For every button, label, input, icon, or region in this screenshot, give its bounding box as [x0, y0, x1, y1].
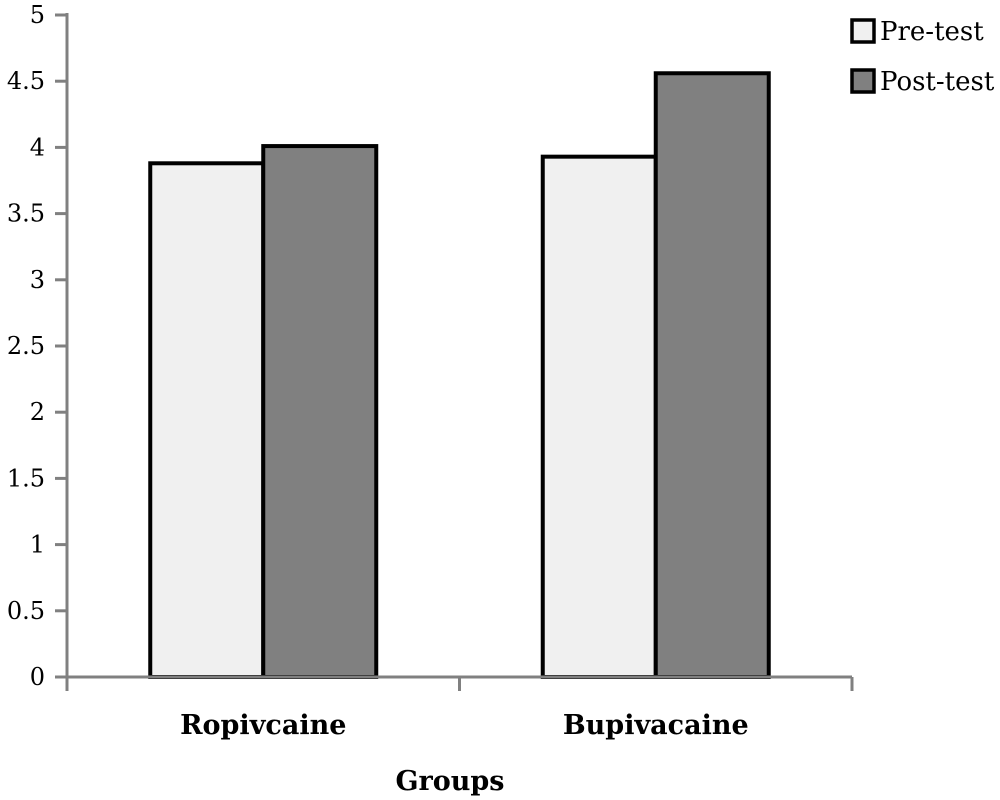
x-tick-label: Bupivacaine	[563, 710, 749, 741]
legend-swatch	[850, 18, 876, 44]
bar-pre-test-bupivacaine	[540, 154, 658, 679]
bar-post-test-ropivcaine	[261, 144, 379, 680]
y-tick-label: 1.5	[7, 464, 45, 492]
y-tick-label: 3.5	[7, 200, 45, 228]
legend-label: Pre-test	[880, 17, 984, 47]
y-tick-label: 3	[30, 266, 45, 294]
bars-layer	[148, 71, 771, 680]
x-tick-label: Ropivcaine	[180, 710, 346, 741]
axes-layer	[55, 13, 854, 691]
y-tick-label: 0.5	[7, 597, 45, 625]
y-tick-label: 4.5	[7, 67, 45, 95]
x-axis-title: Groups	[395, 766, 504, 797]
y-tick-label: 5	[30, 1, 45, 29]
y-tick-label: 0	[30, 663, 45, 691]
bar-pre-test-ropivcaine	[148, 161, 266, 679]
y-tick-label: 4	[30, 133, 45, 161]
y-tick-label: 1	[30, 531, 45, 559]
bar-post-test-bupivacaine	[653, 71, 771, 680]
y-tick-label: 2	[30, 398, 45, 426]
legend-label: Post-test	[880, 67, 995, 97]
legend: Pre-test Post-test	[850, 17, 995, 97]
y-tick-label: 2.5	[7, 332, 45, 360]
legend-swatch	[850, 68, 876, 94]
labels-layer: Ropivcaine Bupivacaine 0 0.5 1 1.5 2 2.5 3 3.5 4 4.…	[7, 1, 749, 741]
